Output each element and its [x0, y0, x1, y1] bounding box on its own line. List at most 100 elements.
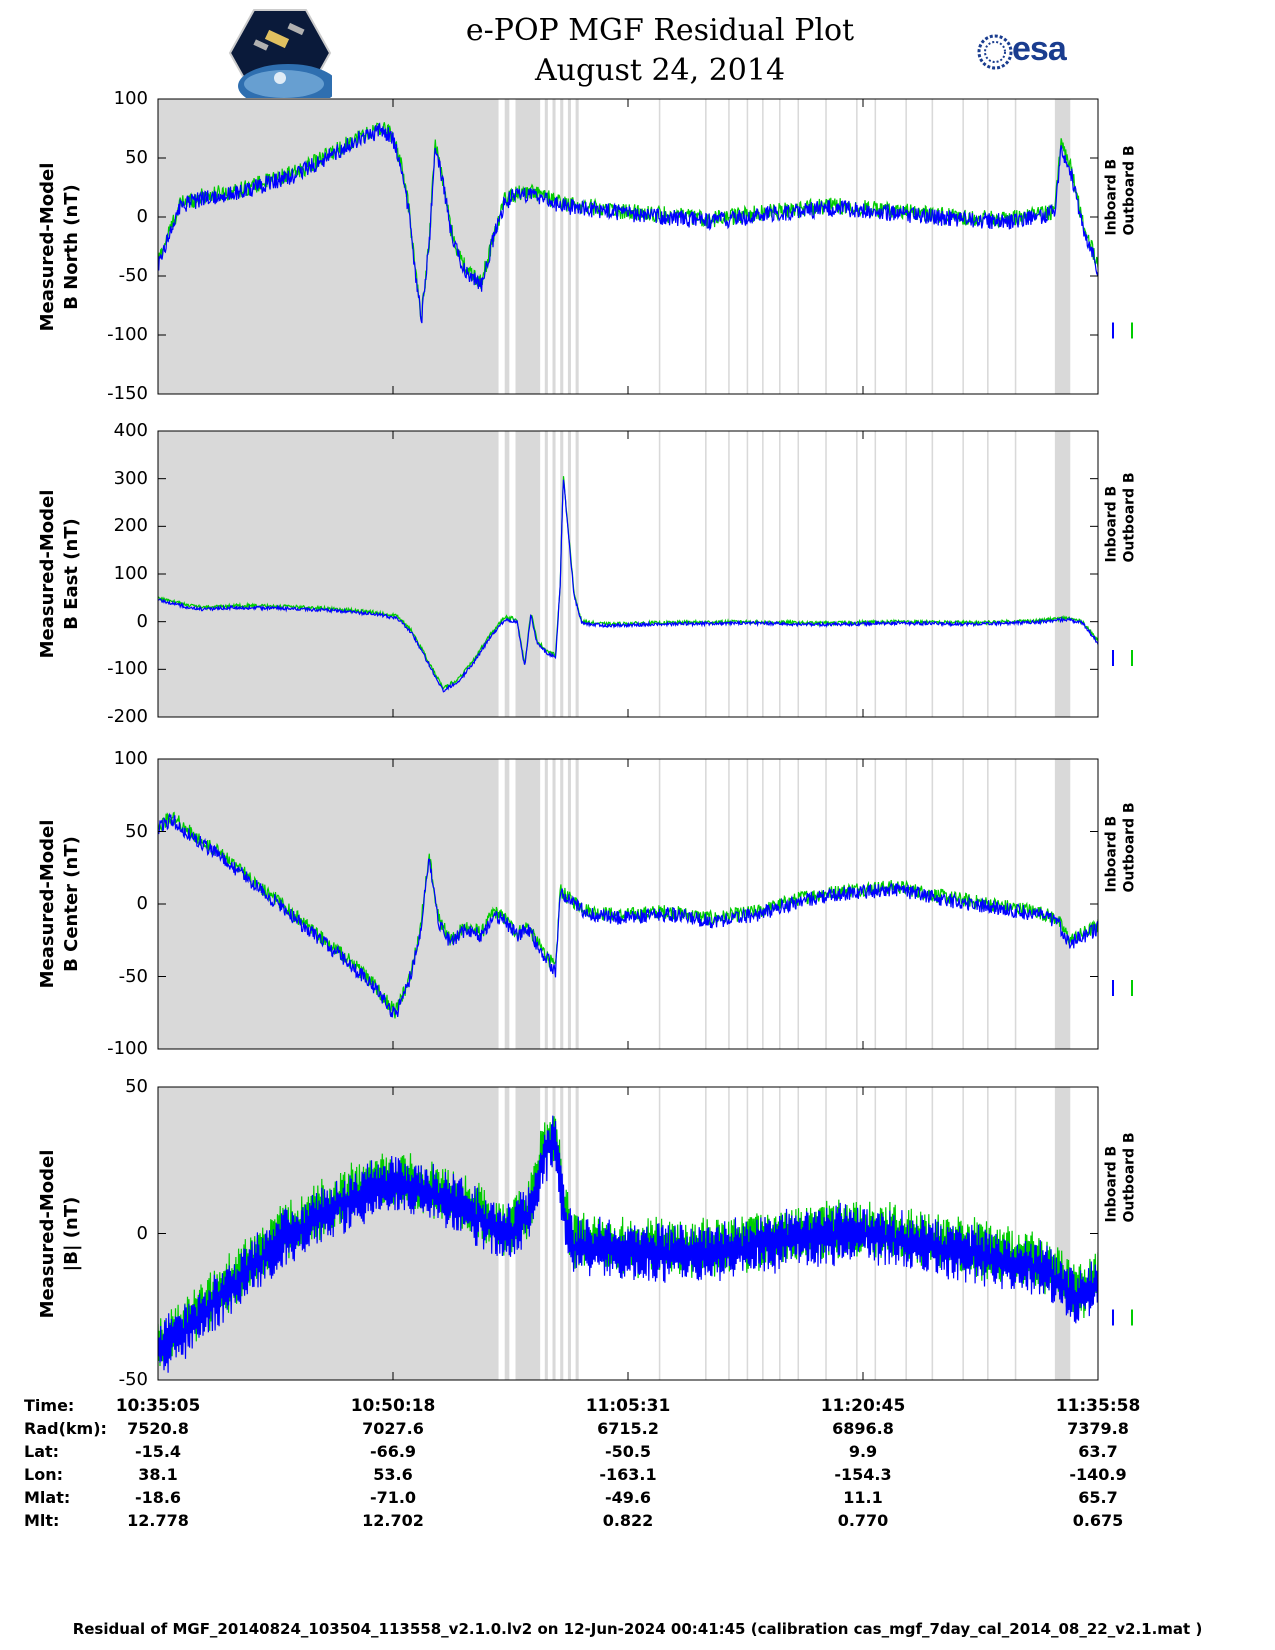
esa-logo-text: esa	[1012, 30, 1067, 68]
y-tick-label: 300	[113, 467, 148, 489]
ephemeris-value: 7379.8	[1067, 1419, 1129, 1438]
ephemeris-value: 9.9	[848, 1442, 878, 1461]
ephemeris-value: 6896.8	[832, 1419, 894, 1438]
shaded-interval	[762, 431, 764, 717]
shaded-interval	[825, 431, 827, 717]
y-tick-label: -50	[118, 265, 148, 286]
y-tick-label: 100	[113, 563, 148, 584]
shaded-interval	[874, 431, 877, 717]
shaded-interval	[746, 759, 749, 1049]
y-tick-label: 50	[125, 147, 148, 168]
shaded-interval	[560, 759, 564, 1049]
shaded-interval	[552, 759, 556, 1049]
y-tick-label: 50	[125, 1076, 148, 1097]
shaded-interval	[762, 759, 764, 1049]
shaded-interval	[1014, 431, 1017, 717]
esa-logo-icon	[977, 34, 1013, 70]
shaded-interval	[962, 99, 964, 394]
shaded-interval	[931, 99, 934, 394]
shaded-interval	[746, 431, 749, 717]
y-tick-label: 0	[136, 893, 148, 914]
shaded-interval	[931, 431, 934, 717]
ephemeris-row-label: Lat:	[24, 1442, 60, 1461]
y-tick-label: 50	[125, 820, 148, 842]
panel-3	[157, 758, 1133, 1050]
y-axis-label-line1: Measured-Model	[37, 162, 58, 331]
chart-title-line2: August 24, 2014	[534, 53, 786, 88]
series-line-inboard	[158, 479, 1098, 693]
shaded-interval	[575, 431, 579, 717]
y-tick-label: -50	[118, 965, 148, 987]
panel-2	[157, 430, 1133, 718]
shaded-interval	[746, 99, 749, 394]
shaded-interval	[825, 99, 827, 394]
legend-inboard: Inboard B	[1103, 815, 1120, 893]
y-tick-label: -100	[107, 324, 148, 345]
shaded-interval	[705, 99, 707, 394]
x-tick-label: 11:05:31	[585, 1396, 671, 1416]
y-axis-label-line2: B East (nT)	[61, 518, 82, 630]
y-axis-label-line2: B North (nT)	[61, 183, 82, 310]
ephemeris-value: -163.1	[599, 1465, 657, 1484]
shaded-interval	[575, 99, 579, 394]
y-tick-label: -200	[107, 706, 148, 727]
ephemeris-row-label: Rad(km):	[24, 1419, 107, 1438]
shaded-interval	[504, 759, 510, 1049]
ephemeris-value: -140.9	[1069, 1465, 1127, 1484]
shaded-interval	[987, 431, 989, 717]
shaded-interval	[567, 431, 571, 717]
ephemeris-row-label: Lon:	[24, 1465, 63, 1484]
shaded-interval	[905, 431, 907, 717]
shaded-interval	[874, 759, 877, 1049]
legend-outboard: Outboard B	[1121, 802, 1138, 893]
cassiope-logo-icon	[228, 9, 332, 98]
shaded-interval	[560, 99, 564, 394]
shaded-interval	[856, 431, 858, 717]
shaded-interval	[797, 431, 800, 717]
shaded-interval	[762, 99, 764, 394]
shaded-interval	[158, 99, 499, 394]
x-tick-label: 10:35:05	[115, 1396, 201, 1416]
y-tick-label: 200	[113, 515, 148, 537]
shaded-interval	[905, 759, 907, 1049]
y-tick-label: 100	[113, 88, 148, 109]
shaded-interval	[567, 759, 571, 1049]
shaded-interval	[544, 431, 548, 717]
legend-inboard: Inboard B	[1103, 158, 1120, 235]
shaded-interval	[856, 99, 858, 394]
shaded-interval	[779, 99, 781, 394]
shaded-interval	[544, 759, 548, 1049]
shaded-interval	[552, 1087, 556, 1380]
panel-1	[157, 98, 1133, 395]
chart-title-line1: e-POP MGF Residual Plot	[465, 13, 855, 48]
shaded-interval	[1054, 759, 1071, 1049]
shaded-interval	[1054, 1087, 1071, 1380]
shaded-interval	[931, 759, 934, 1049]
ephemeris-value: 6715.2	[597, 1419, 659, 1438]
shaded-interval	[728, 431, 730, 717]
shaded-interval	[560, 431, 564, 717]
ephemeris-value: -154.3	[834, 1465, 892, 1484]
y-tick-label: 100	[113, 748, 148, 769]
shaded-interval	[825, 759, 827, 1049]
shaded-interval	[658, 431, 661, 717]
series-line-inboard	[158, 812, 1098, 1018]
footer-caption: Residual of MGF_20140824_103504_113558_v…	[72, 1620, 1203, 1638]
ephemeris-value: 0.770	[837, 1511, 889, 1530]
shaded-interval	[705, 759, 707, 1049]
shaded-interval	[552, 99, 556, 394]
shaded-interval	[544, 1087, 548, 1380]
ephemeris-value: 0.822	[602, 1511, 654, 1530]
y-tick-label: -150	[107, 383, 148, 404]
x-tick-label: 11:35:58	[1055, 1396, 1141, 1416]
ephemeris-value: -49.6	[604, 1488, 652, 1507]
legend-outboard: Outboard B	[1121, 1131, 1138, 1222]
shaded-interval	[658, 759, 661, 1049]
shaded-interval	[728, 759, 730, 1049]
shaded-interval	[962, 431, 964, 717]
ephemeris-value: -15.4	[134, 1442, 182, 1461]
panel-4	[157, 1086, 1133, 1381]
ephemeris-value: 65.7	[1078, 1488, 1118, 1507]
legend-outboard: Outboard B	[1121, 472, 1138, 563]
